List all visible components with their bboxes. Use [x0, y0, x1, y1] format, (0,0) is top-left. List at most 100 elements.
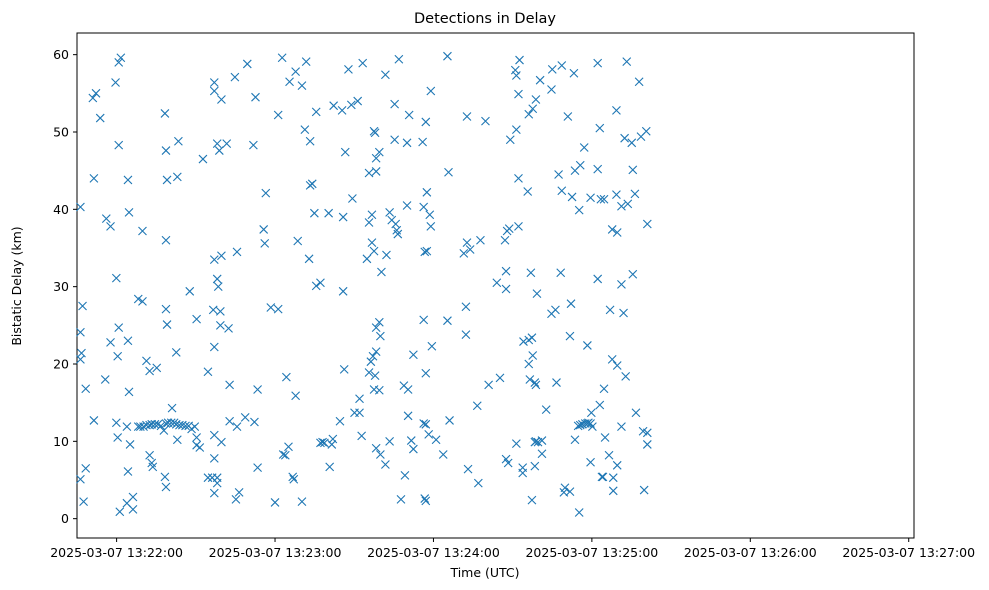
data-point: [524, 109, 534, 119]
data-point: [527, 495, 537, 505]
data-point: [374, 385, 384, 395]
data-point: [560, 483, 570, 493]
data-point: [285, 77, 294, 87]
data-point: [473, 478, 483, 488]
data-point: [260, 238, 270, 248]
data-point: [557, 61, 567, 70]
data-point: [628, 165, 638, 175]
data-point: [501, 284, 511, 294]
data-point: [251, 92, 260, 102]
data-point: [114, 323, 124, 333]
data-point: [278, 450, 288, 459]
data-point: [174, 136, 183, 146]
data-point: [89, 174, 99, 183]
data-point: [459, 249, 469, 258]
data-point: [402, 201, 412, 210]
data-point: [309, 208, 319, 218]
data-point: [91, 88, 101, 98]
data-point: [161, 146, 171, 155]
data-point: [128, 492, 138, 502]
data-point: [195, 443, 205, 452]
data-point: [599, 194, 609, 204]
data-point: [114, 57, 124, 67]
data-point: [599, 384, 609, 394]
data-point: [574, 508, 584, 517]
data-point: [166, 418, 176, 428]
data-point: [209, 453, 219, 463]
data-point: [511, 71, 521, 80]
data-point: [81, 464, 91, 473]
data-point: [530, 461, 540, 471]
data-point: [554, 170, 563, 179]
data-point: [253, 385, 262, 394]
x-tick-label: 2025-03-07 13:24:00: [367, 545, 500, 560]
data-point: [338, 286, 348, 296]
y-tick-label: 0: [61, 511, 69, 526]
data-point: [569, 68, 579, 78]
data-point: [192, 433, 201, 442]
data-point: [630, 189, 640, 199]
data-point: [567, 192, 577, 202]
data-point: [374, 147, 384, 157]
data-point: [172, 435, 182, 445]
data-point: [406, 436, 416, 445]
data-point: [579, 143, 589, 152]
data-point: [217, 251, 226, 261]
data-point: [138, 226, 147, 236]
data-point: [642, 219, 652, 229]
data-point: [111, 418, 121, 428]
data-point: [463, 464, 473, 474]
data-point: [607, 354, 617, 364]
data-point: [161, 235, 171, 245]
data-point: [209, 430, 219, 440]
data-point: [113, 351, 123, 361]
data-point: [462, 238, 472, 247]
data-point: [212, 139, 222, 148]
data-point: [277, 53, 287, 63]
data-point: [461, 302, 471, 312]
data-point: [293, 236, 303, 246]
data-point: [621, 371, 631, 381]
x-axis: 2025-03-07 13:22:00 2025-03-07 13:23:00 20…: [50, 538, 975, 560]
data-point: [377, 267, 386, 277]
data-point: [495, 373, 505, 383]
data-point: [595, 400, 605, 410]
data-point: [500, 235, 510, 245]
data-point: [368, 351, 378, 361]
data-point: [403, 385, 413, 394]
data-point: [364, 368, 374, 377]
data-point: [266, 303, 276, 312]
data-point: [396, 494, 406, 504]
data-point: [422, 187, 432, 197]
data-point: [575, 160, 585, 170]
data-point: [597, 472, 607, 482]
data-point: [214, 146, 224, 155]
data-point: [111, 78, 120, 87]
data-point: [225, 380, 235, 390]
data-point: [608, 486, 618, 496]
data-point: [297, 497, 307, 507]
data-point: [304, 254, 314, 264]
data-point: [622, 57, 632, 67]
data-point: [364, 168, 374, 178]
data-point: [100, 375, 110, 384]
data-point: [371, 347, 381, 357]
data-point: [234, 487, 244, 497]
data-point: [212, 478, 222, 488]
data-point: [101, 214, 111, 223]
data-point: [419, 315, 429, 325]
data-point: [316, 438, 325, 448]
data-point: [641, 126, 651, 136]
x-tick-label: 2025-03-07 13:22:00: [50, 545, 183, 560]
data-point: [115, 507, 125, 517]
data-point: [232, 247, 242, 257]
data-point: [421, 117, 431, 127]
data-point: [514, 174, 523, 183]
data-point: [570, 435, 580, 445]
data-point: [537, 449, 547, 459]
data-point: [135, 422, 145, 432]
data-point: [382, 250, 391, 260]
data-point: [393, 229, 403, 239]
data-point: [172, 172, 182, 182]
data-point: [381, 460, 390, 469]
